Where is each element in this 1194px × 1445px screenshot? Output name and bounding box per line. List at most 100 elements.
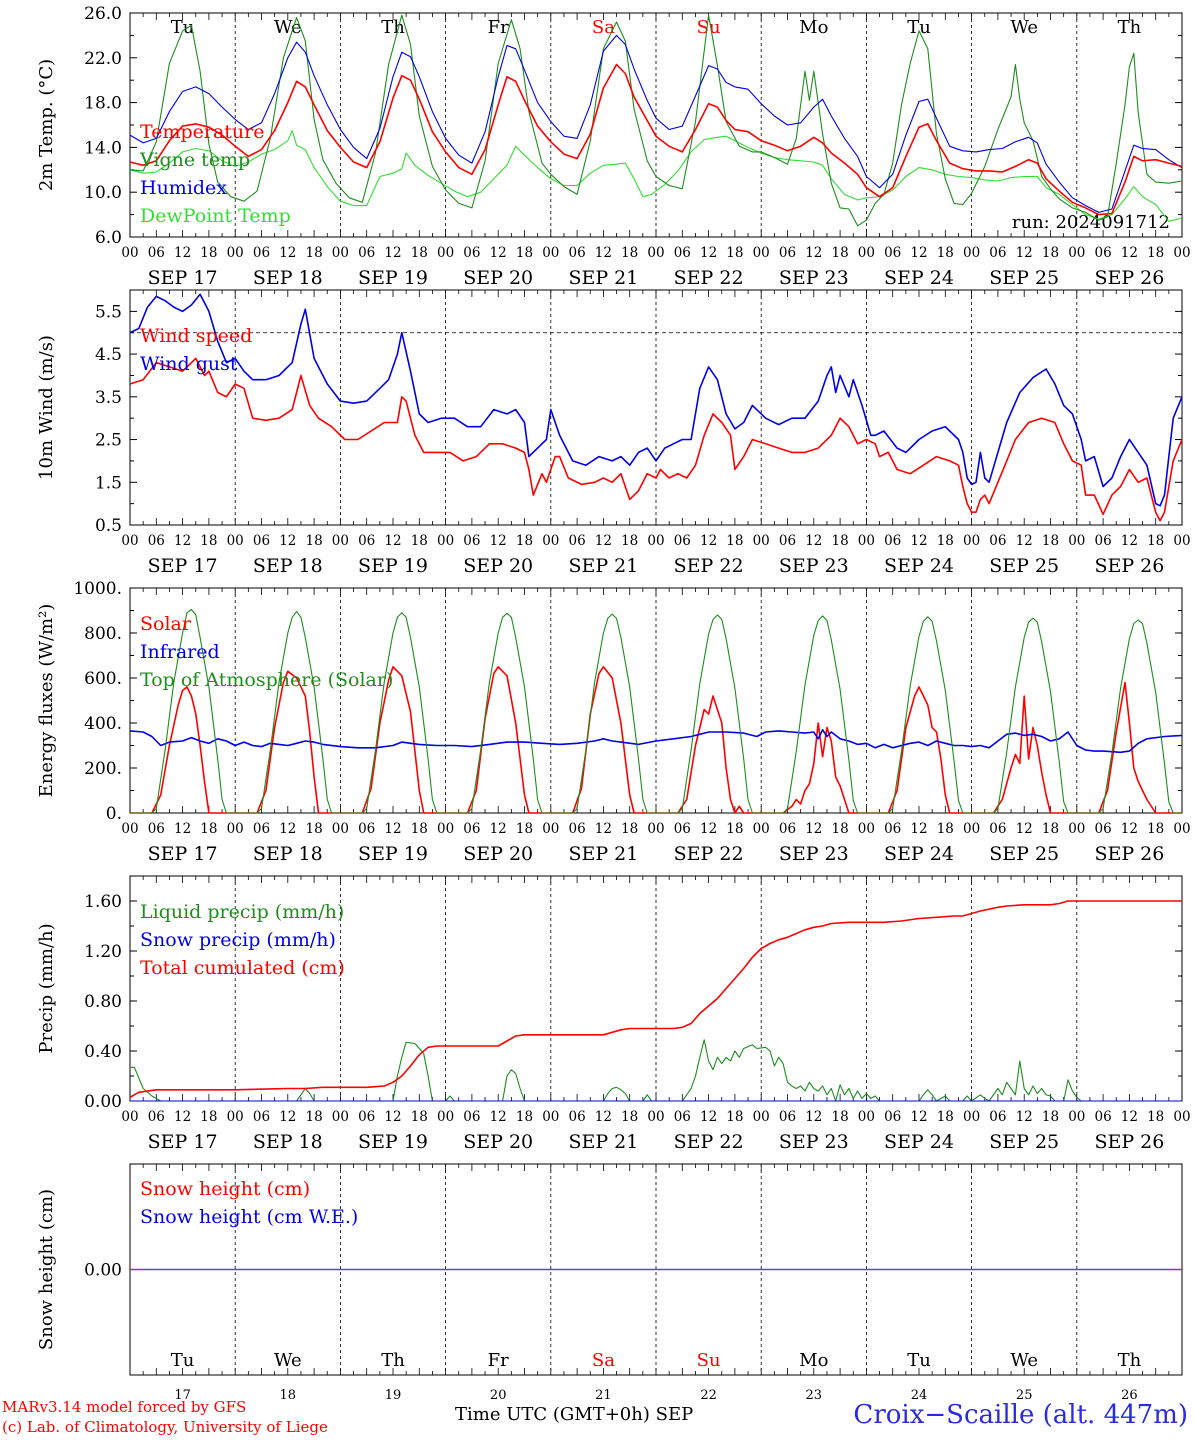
y-tick-label: 0.	[106, 804, 122, 824]
y-tick-label: 0.80	[84, 992, 122, 1012]
hour-tick-label: 12	[595, 821, 612, 837]
hour-tick-label: 12	[910, 245, 927, 261]
hour-tick-label: 18	[516, 245, 533, 261]
date-label: SEP 17	[148, 555, 218, 577]
hour-tick-label: 00	[121, 1109, 138, 1125]
legend-entry: Humidex	[140, 177, 227, 199]
weekday-label: Tu	[907, 1350, 931, 1371]
hour-tick-label: 00	[858, 533, 875, 549]
hour-tick-label: 06	[358, 533, 375, 549]
hour-tick-label: 00	[858, 1109, 875, 1125]
hour-tick-label: 12	[910, 821, 927, 837]
hour-tick-label: 12	[805, 1109, 822, 1125]
hour-tick-label: 06	[674, 1109, 691, 1125]
hour-tick-label: 00	[753, 821, 770, 837]
y-tick-label: 1.20	[84, 942, 122, 962]
hour-tick-label: 00	[753, 1109, 770, 1125]
hour-tick-label: 18	[200, 1109, 217, 1125]
series-line-dewpoint-temp	[129, 130, 1183, 222]
legend-entry: Vigne temp	[139, 149, 250, 171]
date-label: SEP 26	[1094, 555, 1164, 577]
hour-tick-label: 00	[647, 245, 664, 261]
hour-tick-label: 00	[121, 245, 138, 261]
hour-tick-label: 18	[1147, 245, 1164, 261]
date-label: SEP 24	[884, 267, 954, 289]
day-number-label: 26	[1121, 1388, 1138, 1403]
hour-tick-label: 06	[358, 1109, 375, 1125]
hour-tick-label: 18	[832, 245, 849, 261]
date-label: SEP 19	[358, 267, 428, 289]
day-number-label: 22	[700, 1388, 717, 1403]
hour-tick-label: 06	[884, 1109, 901, 1125]
date-label: SEP 26	[1094, 1131, 1164, 1153]
date-label: SEP 20	[463, 267, 533, 289]
date-label: SEP 21	[568, 843, 638, 865]
hour-tick-label: 18	[1147, 821, 1164, 837]
weekday-label: Mo	[799, 17, 828, 38]
panel-energy: 0. 200. 400. 600. 800. 1000. Energy fluxes (W/…	[36, 579, 1191, 865]
hour-tick-label: 12	[384, 821, 401, 837]
weekday-label: Su	[697, 1350, 721, 1371]
y-tick-label: 0.00	[84, 1261, 122, 1281]
hour-tick-label: 12	[595, 533, 612, 549]
hour-tick-label: 12	[1016, 1109, 1033, 1125]
hour-tick-label: 12	[1121, 821, 1138, 837]
hour-tick-label: 06	[253, 1109, 270, 1125]
hour-tick-label: 18	[200, 821, 217, 837]
hour-tick-label: 18	[726, 821, 743, 837]
day-number-label: 19	[385, 1388, 402, 1403]
hour-tick-label: 06	[569, 533, 586, 549]
date-label: SEP 17	[148, 267, 218, 289]
hour-tick-label: 18	[200, 533, 217, 549]
legend-entry: Snow precip (mm/h)	[140, 929, 336, 951]
date-label: SEP 26	[1094, 843, 1164, 865]
weekday-label: Th	[1118, 17, 1142, 38]
y-axis-label: Energy fluxes (W/m²)	[36, 604, 57, 798]
hour-tick-label: 12	[490, 533, 507, 549]
legend-entry: Temperature	[140, 121, 264, 143]
y-tick-label: 600.	[84, 669, 122, 689]
hour-tick-label: 00	[647, 1109, 664, 1125]
day-number-label: 25	[1016, 1388, 1033, 1403]
y-tick-label: 10.0	[84, 183, 122, 203]
hour-tick-label: 18	[621, 1109, 638, 1125]
series-line-wind-speed	[129, 357, 1183, 522]
series-line-top-of-atmosphere-solar-	[130, 608, 1182, 814]
hour-tick-label: 18	[1042, 533, 1059, 549]
hour-tick-label: 00	[437, 821, 454, 837]
hour-tick-label: 18	[832, 533, 849, 549]
weekday-label: Th	[381, 17, 405, 38]
hour-tick-label: 06	[148, 533, 165, 549]
date-label: SEP 19	[358, 555, 428, 577]
weekday-label: We	[274, 1350, 302, 1371]
y-tick-label: 22.0	[84, 49, 122, 69]
hour-tick-label: 00	[963, 245, 980, 261]
panel-snow: 0.00 Snow height (cm) Tu 17 We 18 Th 19 Fr 20 Sa 21…	[36, 1163, 1183, 1403]
hour-tick-label: 00	[963, 533, 980, 549]
day-number-label: 17	[174, 1388, 191, 1403]
hour-tick-label: 06	[463, 245, 480, 261]
hour-tick-label: 00	[753, 533, 770, 549]
hour-tick-label: 18	[621, 533, 638, 549]
hour-tick-label: 00	[1068, 533, 1085, 549]
hour-tick-label: 12	[910, 533, 927, 549]
series-line-solar	[130, 665, 1182, 814]
hour-tick-label: 18	[1147, 533, 1164, 549]
hour-tick-label: 06	[674, 533, 691, 549]
hour-tick-label: 00	[121, 533, 138, 549]
hour-tick-label: 06	[148, 245, 165, 261]
hour-tick-label: 00	[227, 533, 244, 549]
legend-entry: Total cumulated (cm)	[140, 957, 345, 979]
legend-entry: Solar	[140, 613, 192, 635]
hour-tick-label: 12	[384, 1109, 401, 1125]
y-axis-label: Precip (mm/h)	[36, 923, 57, 1053]
hour-tick-label: 06	[989, 821, 1006, 837]
panel-precip: 0.00 0.40 0.80 1.20 1.60 Precip (mm/h) 00 06 12 1…	[36, 875, 1191, 1153]
date-label: SEP 18	[253, 555, 323, 577]
hour-tick-label: 18	[306, 1109, 323, 1125]
hour-tick-label: 06	[884, 533, 901, 549]
series-line-vigne-temp	[129, 14, 1183, 227]
hour-tick-label: 18	[516, 821, 533, 837]
hour-tick-label: 12	[1016, 821, 1033, 837]
